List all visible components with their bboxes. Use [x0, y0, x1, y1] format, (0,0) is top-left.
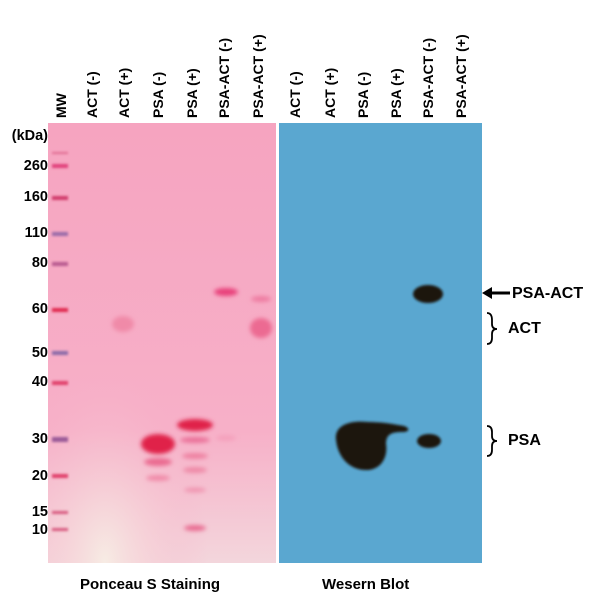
mw-marker: 260: [23, 158, 48, 174]
lane-label-act-minus: ACT (-): [84, 71, 100, 118]
mw-marker: 10: [31, 522, 48, 538]
lane-label-wb-psa-plus: PSA (+): [388, 68, 404, 118]
lane-label-psa-act-minus: PSA-ACT (-): [216, 37, 232, 118]
mw-marker: 80: [31, 255, 48, 271]
caption-western: Wesern Blot: [322, 576, 410, 593]
mw-marker: 15: [31, 504, 48, 520]
mw-marker: 50: [31, 345, 48, 361]
mw-marker: 40: [31, 374, 48, 390]
western-membrane: [279, 123, 482, 563]
band-label-psa: PSA: [508, 432, 541, 449]
mw-marker: 20: [31, 468, 48, 484]
lane-label-psa-minus: PSA (-): [150, 71, 166, 118]
mw-marker: 160: [23, 189, 48, 205]
lane-label-wb-psa-act-plus: PSA-ACT (+): [453, 34, 469, 118]
lane-label-wb-act-minus: ACT (-): [287, 71, 303, 118]
mw-unit-label: (kDa): [11, 128, 48, 144]
brace-act: [486, 312, 498, 345]
lane-label-psa-plus: PSA (+): [184, 68, 200, 118]
mw-marker: 110: [24, 225, 48, 241]
lane-label-wb-psa-act-minus: PSA-ACT (-): [420, 37, 436, 118]
lane-label-wb-act-plus: ACT (+): [322, 67, 338, 118]
band-label-act: ACT: [508, 320, 541, 337]
caption-ponceau: Ponceau S Staining: [80, 576, 221, 593]
western-bands: [335, 285, 443, 470]
brace-psa: [486, 425, 498, 457]
ponceau-bands: [112, 288, 272, 531]
lane-label-wb-psa-minus: PSA (-): [355, 71, 371, 118]
lane-label-mw: MW: [53, 93, 69, 118]
mw-marker: 60: [31, 301, 48, 317]
mw-marker: 30: [31, 431, 48, 447]
lane-label-psa-act-plus: PSA-ACT (+): [250, 34, 266, 118]
band-label-psa-act: PSA-ACT: [512, 285, 584, 302]
mw-ladder: [52, 152, 68, 531]
arrow-icon: [482, 287, 510, 299]
lane-label-act-plus: ACT (+): [116, 67, 132, 118]
